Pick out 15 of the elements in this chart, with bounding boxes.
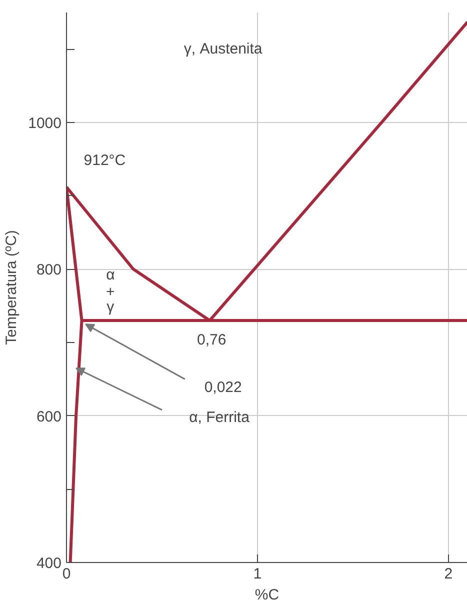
annotation: α, Ferrita (189, 408, 250, 426)
annotation: 912°C (84, 152, 126, 170)
x-tick-label: 0 (62, 566, 71, 582)
annotation: α + γ (106, 266, 116, 316)
y-tick-label: 600 (36, 408, 62, 426)
x-axis-title: %C (254, 586, 280, 604)
y-axis-title: Temperatura (ºC) (3, 230, 20, 345)
x-tick-label: 2 (444, 566, 453, 582)
y-tick-label: 1000 (28, 115, 62, 132)
annotation: 0,76 (197, 331, 226, 348)
y-tick-label: 400 (36, 555, 62, 572)
annotation: γ, Austenita (184, 40, 263, 58)
y-tick-label: 800 (36, 262, 62, 279)
annotation: 0,022 (204, 379, 242, 396)
x-tick-label: 1 (253, 566, 262, 582)
